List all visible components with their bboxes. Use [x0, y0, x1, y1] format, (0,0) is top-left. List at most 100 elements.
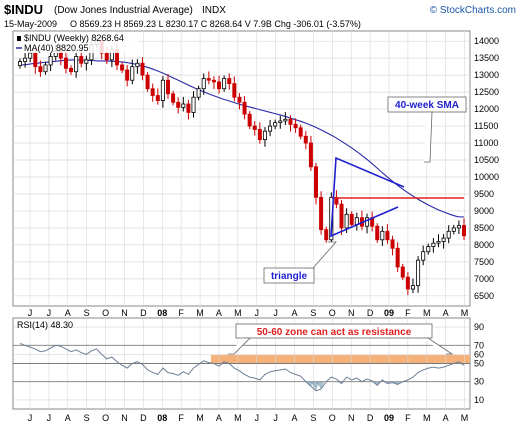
month-label: M: [234, 308, 242, 318]
candle-body: [446, 230, 451, 239]
month-label: S: [310, 413, 316, 423]
month-label: 08: [157, 308, 167, 318]
month-label: J: [254, 413, 259, 423]
candle-body: [313, 166, 318, 198]
triangle-pattern: [330, 156, 405, 238]
candle-body: [171, 93, 176, 103]
brand-label: © StockCharts.com: [430, 5, 516, 16]
month-label: 08: [157, 413, 167, 423]
price-tick-label: 14000: [474, 36, 499, 46]
chart-exchange: INDX: [202, 5, 226, 16]
month-label: J: [28, 413, 33, 423]
candle-body: [273, 122, 278, 127]
month-label: O: [329, 308, 336, 318]
month-label: A: [65, 308, 71, 318]
month-label: M: [234, 413, 242, 423]
rsi-oversold-patch: [310, 381, 320, 391]
candle-body: [268, 125, 273, 132]
candle-body: [227, 78, 232, 85]
candle-body: [211, 79, 216, 83]
price-panel-frame: [12, 30, 471, 307]
candle-body: [390, 239, 395, 249]
candle-body: [308, 142, 313, 168]
month-label: J: [47, 413, 52, 423]
month-label: F: [178, 308, 184, 318]
candle-body: [104, 52, 109, 61]
triangle-pointer: [306, 241, 337, 269]
candles-layer: [17, 36, 466, 296]
candle-body: [23, 57, 28, 62]
chart-name: (Dow Jones Industrial Average): [54, 5, 193, 16]
month-label: J: [254, 308, 259, 318]
candle-body: [247, 113, 252, 127]
rsi-legend: RSI(14) 48.30: [17, 320, 73, 330]
candle-body: [242, 101, 247, 115]
month-label: J: [273, 308, 278, 318]
month-label: M: [461, 308, 469, 318]
month-label: N: [121, 413, 128, 423]
month-label: A: [292, 413, 298, 423]
candle-body: [441, 237, 446, 242]
candle-body: [395, 247, 400, 268]
month-label: S: [84, 413, 90, 423]
price-legend-series: $INDU (Weekly) 8268.64: [24, 33, 124, 43]
candle-body: [380, 230, 385, 241]
price-tick-label: 11000: [474, 138, 498, 148]
candle-body: [201, 78, 206, 90]
candle-body: [79, 56, 84, 64]
month-label: O: [102, 308, 109, 318]
rsi-tick-label: 50: [474, 359, 484, 369]
candle-body: [252, 125, 257, 130]
zone-label-box: [235, 323, 433, 339]
ma40-line: [19, 59, 465, 218]
month-label: F: [178, 413, 184, 423]
month-label: S: [310, 308, 316, 318]
candle-body: [451, 227, 456, 232]
month-label: M: [423, 308, 431, 318]
candle-body: [181, 103, 186, 108]
rsi-tick-label: 30: [474, 377, 484, 387]
candle-body: [120, 64, 125, 71]
candle-body: [206, 78, 211, 81]
month-label: A: [443, 308, 449, 318]
candle-body: [303, 135, 308, 144]
zone-pointer-left: [228, 337, 251, 355]
rsi-tick-label: 10: [474, 395, 484, 405]
candle-body: [410, 285, 415, 290]
price-legend-box: [15, 33, 139, 53]
month-label: D: [140, 413, 147, 423]
month-label: S: [84, 308, 90, 318]
price-tick-label: 11500: [474, 121, 498, 131]
candle-body: [436, 241, 441, 244]
candle-body: [150, 88, 155, 96]
candle-body: [69, 67, 74, 73]
month-label: F: [405, 308, 411, 318]
candle-body: [232, 83, 237, 98]
candle-body: [426, 246, 431, 253]
rsi-oversold-patch: [392, 381, 401, 385]
ma40-layer: [19, 59, 465, 218]
price-gridlines: [13, 31, 470, 306]
month-label: O: [329, 413, 336, 423]
rsi-x-axis: J J A S O N D 08 F M A M J J A S O N D 09 F M A M: [28, 413, 469, 423]
ma-legend-series: MA(40) 8820.95: [24, 43, 89, 53]
price-tick-label: 8000: [474, 240, 494, 250]
candle-body: [145, 74, 150, 90]
candle-body: [196, 88, 201, 98]
candle-body: [298, 127, 303, 137]
candle-body: [421, 251, 426, 261]
month-label: J: [47, 308, 52, 318]
ohlc-summary: O 8569.23 H 8569.23 L 8230.17 C 8268.64 …: [70, 19, 361, 29]
candle-body: [140, 62, 145, 76]
month-label: N: [348, 308, 355, 318]
price-tick-label: 8500: [474, 223, 494, 233]
triangle-label: triangle: [271, 271, 308, 282]
candle-body: [237, 96, 242, 103]
candle-body: [186, 103, 191, 113]
candle-body: [349, 213, 354, 225]
candle-body: [165, 79, 170, 95]
candle-body: [278, 120, 283, 124]
price-tick-label: 9500: [474, 189, 494, 199]
